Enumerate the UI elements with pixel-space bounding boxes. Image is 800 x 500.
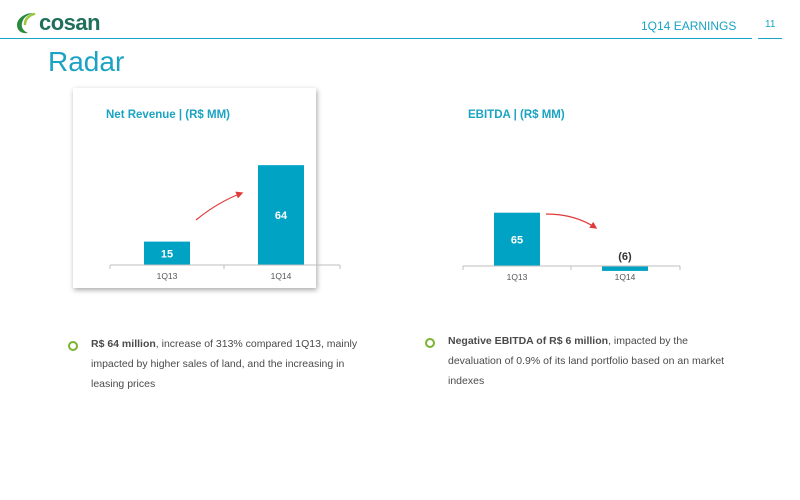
chart-title: EBITDA | (R$ MM) xyxy=(468,109,565,121)
data-label: 64 xyxy=(275,210,288,222)
note-bold: Negative EBITDA of R$ 6 million xyxy=(448,335,609,347)
note-net-revenue: R$ 64 million, increase of 313% compared… xyxy=(91,334,366,394)
note-bold: R$ 64 million xyxy=(91,338,156,350)
ebitda-chart: EBITDA | (R$ MM) 65 1Q13 (6) 1Q14 xyxy=(462,109,681,282)
bar xyxy=(144,241,190,265)
note-text: , impacted by the devaluation of 0.9% of… xyxy=(448,335,725,387)
cosan-leaf-icon xyxy=(17,12,36,34)
data-label: 65 xyxy=(511,234,523,246)
trend-arrow-up xyxy=(195,191,244,221)
note-ebitda: Negative EBITDA of R$ 6 million, impacte… xyxy=(448,331,728,391)
bullet-icon xyxy=(425,338,435,348)
page-number: 11 xyxy=(765,19,776,30)
bullet-icon xyxy=(68,341,78,351)
page-title: Radar xyxy=(48,46,125,77)
section-label: 1Q14 EARNINGS xyxy=(641,19,737,33)
note-text: , increase of 313% compared 1Q13, mainly… xyxy=(91,338,358,390)
category-label: 1Q14 xyxy=(615,272,636,282)
bar xyxy=(602,266,648,271)
header-divider-short xyxy=(758,38,782,39)
data-label: 15 xyxy=(161,248,173,260)
data-label: (6) xyxy=(618,251,632,263)
logo-text: cosan xyxy=(39,10,101,35)
chart-title: Net Revenue | (R$ MM) xyxy=(106,109,230,121)
category-label: 1Q13 xyxy=(157,271,178,281)
cosan-logo: cosan xyxy=(14,10,101,36)
bar xyxy=(258,165,304,265)
category-label: 1Q13 xyxy=(507,272,528,282)
net-revenue-chart: Net Revenue | (R$ MM) 15 1Q13 64 1Q14 xyxy=(106,109,341,281)
bar xyxy=(494,212,540,266)
trend-arrow-down xyxy=(545,213,598,229)
category-label: 1Q14 xyxy=(271,271,292,281)
header-divider xyxy=(0,38,752,39)
